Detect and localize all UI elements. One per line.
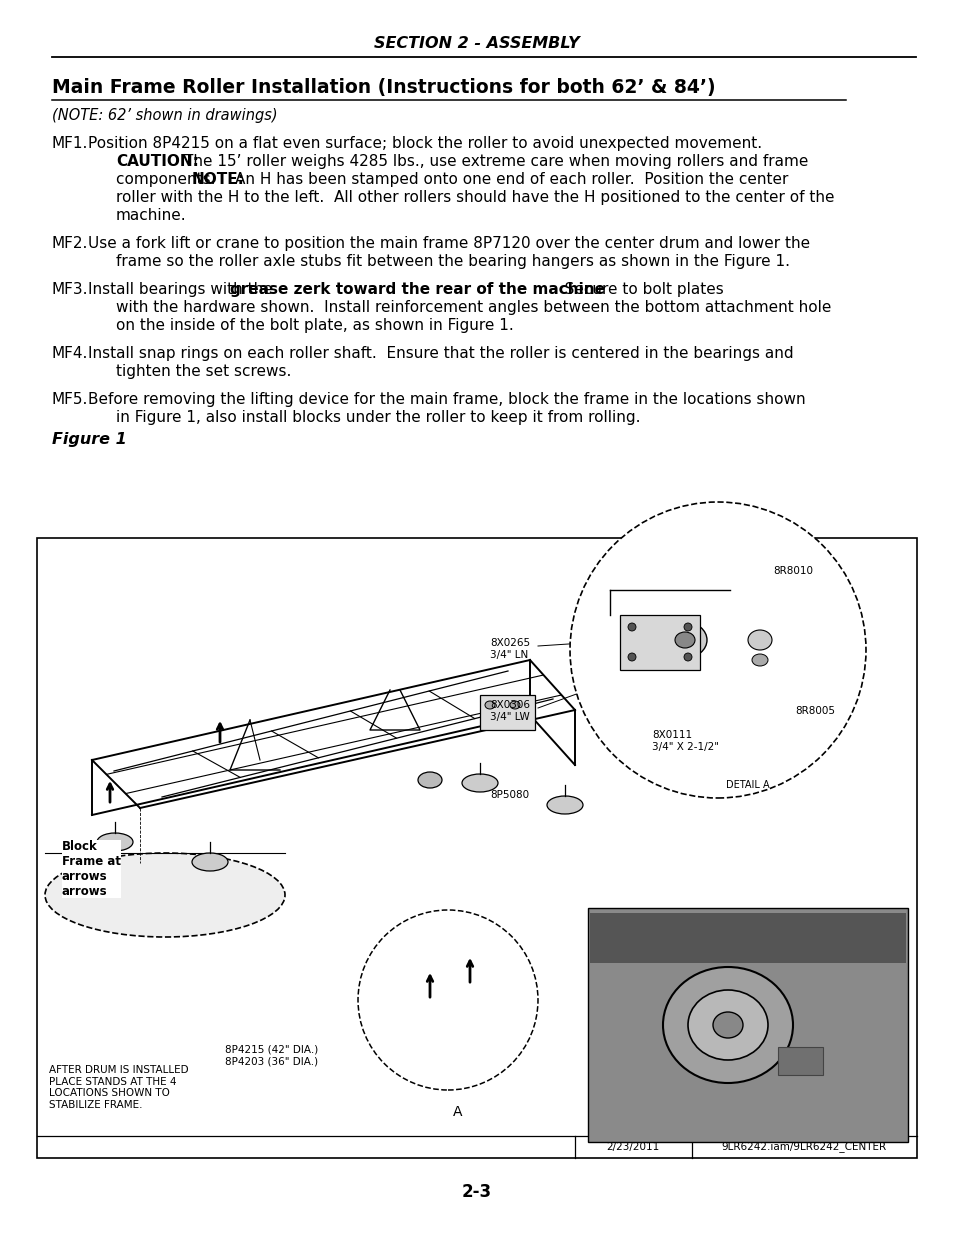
Text: MF3.: MF3. <box>52 282 89 296</box>
Ellipse shape <box>662 967 792 1083</box>
Text: MF5.: MF5. <box>52 391 89 408</box>
Text: with the hardware shown.  Install reinforcement angles between the bottom attach: with the hardware shown. Install reinfor… <box>116 300 830 315</box>
Text: Position 8P4215 on a flat even surface; block the roller to avoid unexpected mov: Position 8P4215 on a flat even surface; … <box>88 136 761 151</box>
Text: components.: components. <box>116 172 225 186</box>
Text: machine.: machine. <box>116 207 187 224</box>
Text: 8P4215 (42" DIA.)
8P4203 (36" DIA.): 8P4215 (42" DIA.) 8P4203 (36" DIA.) <box>225 1045 318 1067</box>
Text: Install snap rings on each roller shaft.  Ensure that the roller is centered in : Install snap rings on each roller shaft.… <box>88 346 793 361</box>
Text: 2/23/2011: 2/23/2011 <box>606 1142 659 1152</box>
Text: MF2.: MF2. <box>52 236 89 251</box>
Bar <box>587 908 907 1142</box>
Text: 9LR6242.iam/9LR6242_CENTER: 9LR6242.iam/9LR6242_CENTER <box>720 1141 885 1152</box>
Text: frame so the roller axle stubs fit between the bearing hangers as shown in the F: frame so the roller axle stubs fit betwe… <box>116 254 789 269</box>
Text: An H has been stamped onto one end of each roller.  Position the center: An H has been stamped onto one end of ea… <box>234 172 787 186</box>
Text: grease zerk toward the rear of the machine: grease zerk toward the rear of the machi… <box>230 282 604 296</box>
Ellipse shape <box>747 630 771 650</box>
Bar <box>589 913 905 963</box>
Text: tighten the set screws.: tighten the set screws. <box>116 364 291 379</box>
Text: The 15’ roller weighs 4285 lbs., use extreme care when moving rollers and frame: The 15’ roller weighs 4285 lbs., use ext… <box>184 154 807 169</box>
Text: DETAIL A: DETAIL A <box>725 781 769 790</box>
Ellipse shape <box>45 853 285 937</box>
Ellipse shape <box>675 632 695 648</box>
Text: 8R8005: 8R8005 <box>794 706 834 716</box>
Text: 8X0265
3/4" LN: 8X0265 3/4" LN <box>490 638 530 659</box>
Text: 8X0111
3/4" X 2-1/2": 8X0111 3/4" X 2-1/2" <box>651 730 719 752</box>
Text: Block
Frame at
arrows
arrows: Block Frame at arrows arrows <box>62 840 121 898</box>
Text: on the inside of the bolt plate, as shown in Figure 1.: on the inside of the bolt plate, as show… <box>116 317 514 333</box>
Ellipse shape <box>662 622 706 658</box>
Ellipse shape <box>192 853 228 871</box>
Text: Install bearings with the: Install bearings with the <box>88 282 277 296</box>
Ellipse shape <box>461 774 497 792</box>
Bar <box>619 615 700 671</box>
Text: Main Frame Roller Installation (Instructions for both 62’ & 84’): Main Frame Roller Installation (Instruct… <box>52 78 715 98</box>
Text: Figure 1: Figure 1 <box>52 432 127 447</box>
Ellipse shape <box>683 653 691 661</box>
Ellipse shape <box>627 622 636 631</box>
Text: roller with the H to the left.  All other rollers should have the H positioned t: roller with the H to the left. All other… <box>116 190 834 205</box>
Ellipse shape <box>683 622 691 631</box>
Bar <box>37 538 916 1158</box>
Text: (NOTE: 62’ shown in drawings): (NOTE: 62’ shown in drawings) <box>52 107 277 124</box>
Ellipse shape <box>627 653 636 661</box>
Ellipse shape <box>510 701 519 709</box>
Text: Before removing the lifting device for the main frame, block the frame in the lo: Before removing the lifting device for t… <box>88 391 804 408</box>
Text: Use a fork lift or crane to position the main frame 8P7120 over the center drum : Use a fork lift or crane to position the… <box>88 236 809 251</box>
Ellipse shape <box>484 701 495 709</box>
Text: 8P5080: 8P5080 <box>490 790 529 800</box>
Text: CAUTION:: CAUTION: <box>116 154 198 169</box>
Text: 8X0306
3/4" LW: 8X0306 3/4" LW <box>490 700 530 721</box>
Ellipse shape <box>417 772 441 788</box>
Ellipse shape <box>687 990 767 1060</box>
Text: 2-3: 2-3 <box>461 1183 492 1200</box>
Text: .  Secure to bolt plates: . Secure to bolt plates <box>550 282 723 296</box>
Text: A: A <box>453 1105 462 1119</box>
Text: AFTER DRUM IS INSTALLED
PLACE STANDS AT THE 4
LOCATIONS SHOWN TO
STABILIZE FRAME: AFTER DRUM IS INSTALLED PLACE STANDS AT … <box>49 1065 189 1110</box>
Text: SECTION 2 - ASSEMBLY: SECTION 2 - ASSEMBLY <box>374 37 579 52</box>
Circle shape <box>569 501 865 798</box>
Ellipse shape <box>712 1011 742 1037</box>
Text: MF4.: MF4. <box>52 346 89 361</box>
Text: 8R8010: 8R8010 <box>772 566 812 576</box>
Bar <box>778 1047 822 1074</box>
Text: MF1.: MF1. <box>52 136 89 151</box>
Text: NOTE:: NOTE: <box>192 172 245 186</box>
Ellipse shape <box>751 655 767 666</box>
Text: in Figure 1, also install blocks under the roller to keep it from rolling.: in Figure 1, also install blocks under t… <box>116 410 639 425</box>
Ellipse shape <box>97 832 132 851</box>
Ellipse shape <box>546 797 582 814</box>
Bar <box>479 695 535 730</box>
